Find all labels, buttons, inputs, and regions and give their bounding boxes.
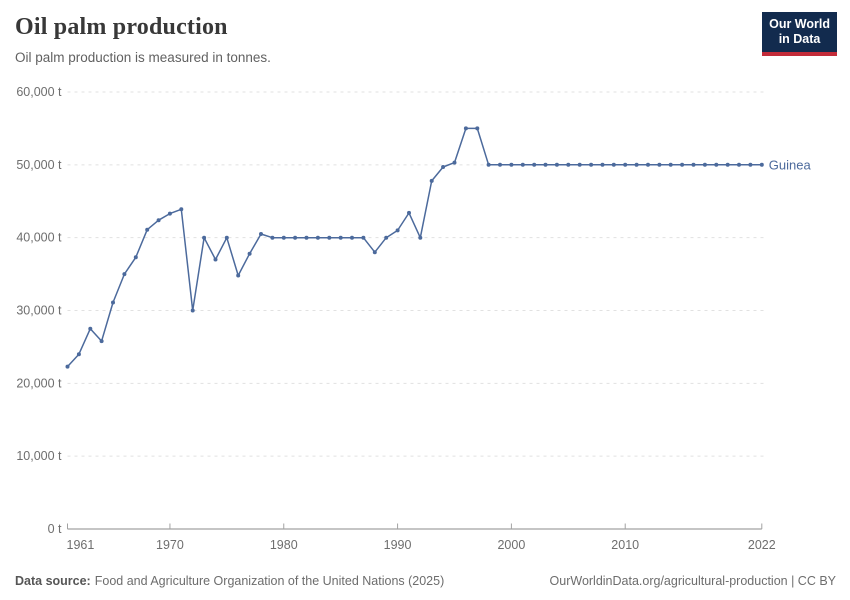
y-axis-tick-label: 40,000 t (16, 231, 62, 245)
data-point[interactable] (429, 178, 434, 183)
owid-logo[interactable]: Our World in Data (762, 12, 837, 56)
data-point[interactable] (350, 235, 354, 240)
data-source-label: Data source: (15, 574, 91, 588)
data-point[interactable] (304, 235, 309, 240)
x-axis-tick-label: 2000 (497, 538, 525, 552)
data-point[interactable] (463, 126, 468, 131)
data-point[interactable] (475, 126, 480, 131)
data-point[interactable] (611, 162, 616, 167)
data-point[interactable] (554, 162, 559, 167)
owid-logo-line2: in Data (778, 32, 821, 47)
data-point[interactable] (65, 364, 70, 369)
x-axis-tick-label: 1961 (67, 538, 95, 552)
data-point[interactable] (179, 207, 184, 212)
data-point[interactable] (532, 162, 537, 167)
data-point[interactable] (247, 251, 252, 256)
data-point[interactable] (202, 235, 207, 240)
data-point[interactable] (167, 211, 172, 216)
data-point[interactable] (259, 232, 263, 236)
data-point[interactable] (122, 272, 127, 277)
x-axis-tick-label: 1980 (270, 538, 298, 552)
y-axis-tick-label: 50,000 t (16, 158, 62, 172)
y-axis-tick-label: 30,000 t (16, 304, 62, 318)
y-axis-tick-label: 0 t (48, 522, 62, 536)
x-axis-tick-label: 1990 (384, 538, 412, 552)
x-axis-tick-label: 1970 (156, 538, 184, 552)
data-point[interactable] (452, 160, 457, 165)
data-point[interactable] (338, 235, 343, 240)
data-point[interactable] (270, 235, 275, 240)
chart-subtitle: Oil palm production is measured in tonne… (15, 50, 271, 65)
data-point[interactable] (156, 218, 161, 223)
data-point[interactable] (145, 227, 150, 232)
data-point[interactable] (646, 162, 650, 167)
chart-header: Oil palm production Oil palm production … (15, 14, 271, 65)
data-point[interactable] (702, 162, 707, 167)
data-point[interactable] (668, 162, 673, 167)
data-point[interactable] (498, 162, 502, 167)
data-point[interactable] (213, 257, 218, 262)
data-point[interactable] (748, 162, 753, 167)
x-axis-tick-label: 2022 (748, 538, 776, 552)
footer-license-link[interactable]: OurWorldinData.org/agricultural-producti… (549, 574, 836, 588)
data-point[interactable] (407, 210, 411, 215)
series-label-guinea[interactable]: Guinea (769, 157, 812, 172)
chart-footer: Data source: Food and Agriculture Organiz… (15, 574, 836, 588)
y-axis-tick-label: 10,000 t (16, 449, 62, 463)
data-point[interactable] (372, 250, 377, 255)
data-point[interactable] (361, 235, 366, 240)
data-point[interactable] (224, 235, 229, 240)
data-point[interactable] (327, 235, 332, 240)
data-point[interactable] (99, 339, 104, 344)
data-point[interactable] (190, 308, 195, 313)
data-point[interactable] (293, 235, 298, 240)
owid-logo-line1: Our World (769, 17, 830, 31)
data-point[interactable] (76, 352, 81, 357)
y-axis-tick-label: 20,000 t (16, 376, 62, 390)
data-point[interactable] (384, 235, 389, 240)
data-source-text: Food and Agriculture Organization of the… (94, 574, 445, 588)
data-point[interactable] (623, 162, 628, 167)
data-source: Data source: Food and Agriculture Organiz… (15, 574, 444, 588)
data-point[interactable] (737, 162, 741, 167)
data-point[interactable] (634, 162, 639, 167)
data-point[interactable] (418, 235, 423, 240)
data-point[interactable] (88, 326, 93, 331)
data-point[interactable] (236, 273, 241, 278)
y-axis-tick-label: 60,000 t (16, 85, 62, 99)
data-point[interactable] (657, 162, 662, 167)
data-point[interactable] (577, 162, 582, 167)
data-point[interactable] (589, 162, 594, 167)
data-point[interactable] (725, 162, 730, 167)
data-point[interactable] (486, 162, 491, 167)
x-axis-tick-label: 2010 (611, 538, 639, 552)
data-point[interactable] (520, 162, 525, 167)
data-point[interactable] (441, 165, 446, 169)
data-point[interactable] (566, 162, 571, 167)
data-point[interactable] (691, 162, 696, 167)
data-point[interactable] (600, 162, 605, 167)
page-title: Oil palm production (15, 14, 228, 40)
data-point[interactable] (315, 235, 320, 240)
data-point[interactable] (111, 300, 115, 305)
data-point[interactable] (714, 162, 719, 167)
data-point[interactable] (133, 255, 138, 260)
data-point[interactable] (680, 162, 685, 167)
data-point[interactable] (543, 162, 548, 167)
data-point[interactable] (759, 162, 764, 167)
data-point[interactable] (509, 162, 514, 167)
data-point[interactable] (395, 228, 400, 233)
data-point[interactable] (281, 235, 286, 240)
